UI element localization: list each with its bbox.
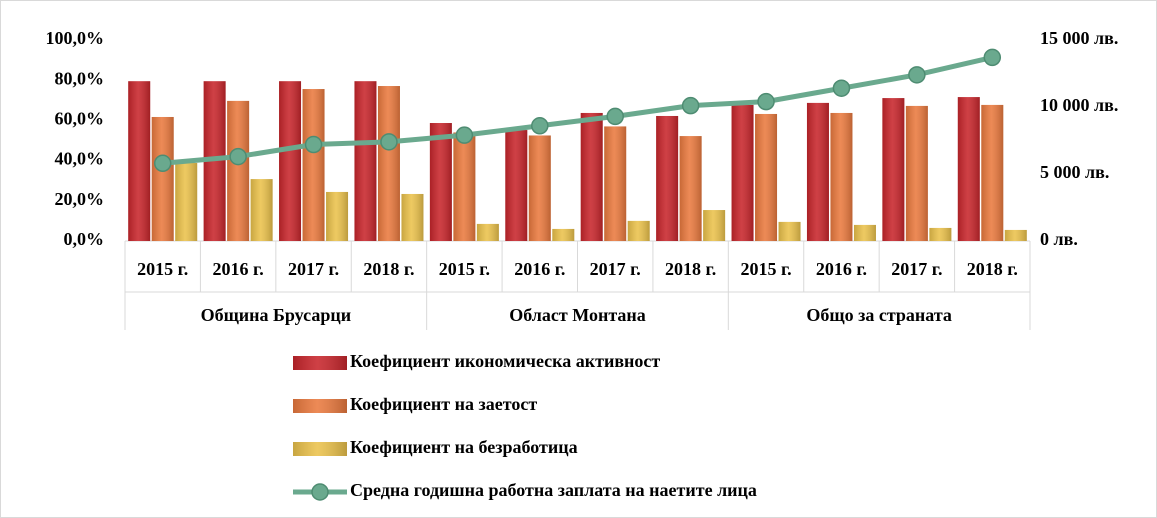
line-marker bbox=[681, 96, 700, 115]
y-tick-label: 80,0% bbox=[55, 68, 105, 88]
legend-marker bbox=[311, 483, 329, 501]
bar-shade bbox=[250, 179, 273, 241]
legend-label: Средна годишна работна заплата на наетит… bbox=[350, 480, 757, 500]
y-tick-label: 20,0% bbox=[55, 189, 105, 209]
group-label: Община Брусарци bbox=[201, 305, 352, 325]
y-tick-label: 0,0% bbox=[64, 229, 105, 249]
y2-tick-label: 15 000 лв. bbox=[1040, 28, 1118, 48]
y-tick-label: 60,0% bbox=[55, 109, 105, 129]
bar-shade bbox=[731, 104, 754, 241]
legend-shade bbox=[293, 442, 347, 456]
bar-shade bbox=[957, 97, 980, 241]
line bbox=[162, 54, 993, 166]
bar-shade bbox=[302, 89, 325, 241]
y2-tick-label: 0 лв. bbox=[1040, 229, 1078, 249]
line-marker bbox=[153, 154, 172, 173]
y-tick-label: 40,0% bbox=[55, 149, 105, 169]
bar-shade bbox=[806, 102, 829, 242]
bar-shade bbox=[476, 223, 499, 241]
legend-label: Коефициент икономическа активност bbox=[350, 351, 660, 371]
bar-shade bbox=[326, 191, 349, 241]
x-tick-label: 2018 г. bbox=[967, 259, 1018, 279]
group-label: Общо за страната bbox=[806, 305, 951, 325]
line-marker bbox=[908, 66, 926, 84]
bar-shade bbox=[453, 132, 476, 241]
x-tick-label: 2018 г. bbox=[665, 259, 716, 279]
bar-shade bbox=[528, 135, 551, 241]
line-marker bbox=[832, 79, 851, 97]
x-tick-label: 2015 г. bbox=[439, 259, 490, 279]
x-tick-label: 2016 г. bbox=[514, 259, 565, 279]
bar-shade bbox=[227, 100, 250, 241]
x-tick-label: 2018 г. bbox=[363, 259, 414, 279]
bar-shade bbox=[175, 163, 198, 241]
line-marker bbox=[229, 147, 247, 166]
x-tick-label: 2017 г. bbox=[288, 259, 339, 279]
bar-shade bbox=[505, 130, 528, 241]
x-tick-label: 2015 г. bbox=[740, 259, 791, 279]
x-tick-label: 2016 г. bbox=[816, 259, 867, 279]
bar-shade bbox=[354, 81, 377, 241]
bar-shade bbox=[1004, 229, 1027, 241]
x-tick-label: 2017 г. bbox=[590, 259, 641, 279]
bar-shade bbox=[151, 116, 174, 241]
bar-shade bbox=[830, 112, 853, 241]
y2-tick-label: 5 000 лв. bbox=[1040, 162, 1109, 182]
bar-shade bbox=[377, 86, 400, 242]
bar-shade bbox=[128, 81, 151, 241]
bar-shade bbox=[627, 220, 650, 241]
bar-shade bbox=[981, 104, 1004, 241]
bar-shade bbox=[778, 221, 801, 241]
legend-shade bbox=[293, 399, 347, 413]
line-marker bbox=[455, 126, 474, 144]
x-tick-label: 2016 г. bbox=[213, 259, 264, 279]
y2-tick-label: 10 000 лв. bbox=[1040, 95, 1118, 115]
y-tick-label: 100,0% bbox=[46, 28, 105, 48]
legend-label: Коефициент на безработица bbox=[350, 437, 578, 457]
bar-shade bbox=[703, 210, 726, 241]
legend-shade bbox=[293, 356, 347, 370]
bar-shade bbox=[552, 228, 575, 241]
bar-shade bbox=[882, 98, 905, 242]
x-tick-label: 2017 г. bbox=[891, 259, 942, 279]
line-marker bbox=[531, 117, 549, 135]
x-tick-label: 2015 г. bbox=[137, 259, 188, 279]
bar-shade bbox=[279, 81, 302, 241]
bar-shade bbox=[656, 115, 679, 241]
bar-shade bbox=[401, 193, 424, 241]
bar-shade bbox=[905, 105, 928, 241]
bar-shade bbox=[755, 113, 778, 241]
line-marker bbox=[757, 92, 775, 111]
line-marker bbox=[983, 48, 1002, 67]
group-label: Област Монтана bbox=[509, 305, 646, 325]
line-marker bbox=[304, 135, 323, 154]
bar-shade bbox=[679, 136, 702, 241]
line-marker bbox=[380, 133, 398, 151]
bar-shade bbox=[929, 227, 952, 241]
legend-label: Коефициент на заетост bbox=[350, 394, 537, 414]
bar-shade bbox=[604, 126, 627, 241]
bar-shade bbox=[429, 123, 452, 241]
bar-shade bbox=[853, 224, 876, 241]
line-marker bbox=[606, 107, 624, 126]
bar-shade bbox=[580, 112, 603, 241]
